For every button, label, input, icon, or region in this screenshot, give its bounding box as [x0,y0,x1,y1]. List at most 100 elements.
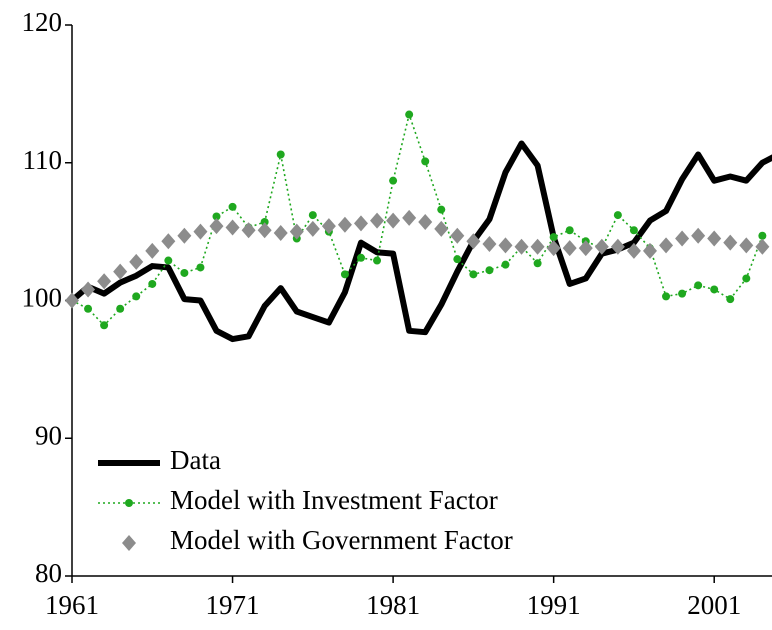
point [373,256,382,265]
point [97,273,112,290]
point [209,218,224,235]
y-tick-label: 80 [35,558,62,588]
point [308,211,317,220]
point [501,260,510,269]
point [145,242,160,259]
point [260,217,269,226]
point [659,237,674,254]
point [193,223,208,240]
point [389,176,398,185]
point [122,535,136,551]
x-tick-label: 1971 [206,590,260,620]
point [402,209,417,226]
point [116,304,125,313]
point [289,223,304,240]
point [610,238,625,255]
point [421,157,430,166]
point [530,238,545,255]
point [84,304,93,313]
point [626,242,641,259]
point [305,220,320,237]
point [418,213,433,230]
point [273,225,288,242]
point [742,274,751,283]
legend-label: Model with Government Factor [170,525,513,555]
point [125,499,133,507]
point [629,226,638,235]
point [562,240,577,257]
y-tick-label: 90 [35,420,62,450]
point [549,233,558,242]
point [321,218,336,235]
point [450,227,465,244]
point [228,202,237,211]
x-tick-label: 2001 [687,590,741,620]
point [132,292,141,301]
point [386,212,401,229]
point [161,233,176,250]
point [177,227,192,244]
point [437,205,446,214]
legend-label: Model with Investment Factor [170,485,498,515]
point [691,227,706,244]
point [498,237,513,254]
point [453,255,462,264]
point [356,253,365,262]
point [469,270,478,279]
point [726,295,735,304]
point [405,110,414,119]
point [370,212,385,229]
point [148,279,157,288]
point [353,215,368,232]
point [675,230,690,247]
point [212,212,221,221]
point [678,289,687,298]
point [739,237,754,254]
point [276,150,285,159]
point [482,236,497,253]
point [710,285,719,294]
point [723,234,738,251]
point [337,216,352,233]
point [514,238,529,255]
point [434,220,449,237]
series-line [70,140,772,343]
point [546,240,561,257]
point [707,230,722,247]
point [340,270,349,279]
point [180,268,189,277]
point [81,281,96,298]
point [257,222,272,239]
x-tick-label: 1991 [527,590,581,620]
point [100,321,109,330]
point [694,281,703,290]
point [594,238,609,255]
legend-label: Data [170,445,221,475]
point [642,242,657,259]
point [164,256,173,265]
point [466,233,481,250]
point [613,211,622,220]
point [225,219,240,236]
point [241,222,256,239]
point [533,259,542,268]
point [129,253,144,270]
x-tick-label: 1981 [366,590,420,620]
series-line [71,113,764,327]
point [196,263,205,272]
plot-area [65,110,772,343]
point [565,226,574,235]
y-tick-label: 120 [22,7,63,37]
point [755,238,770,255]
point [485,266,494,275]
y-tick-label: 110 [23,145,63,175]
point [662,292,671,301]
point [758,231,767,240]
x-tick-label: 1961 [45,590,99,620]
point [65,292,79,309]
point [578,240,593,257]
y-tick-label: 100 [22,283,63,313]
point [113,263,128,280]
